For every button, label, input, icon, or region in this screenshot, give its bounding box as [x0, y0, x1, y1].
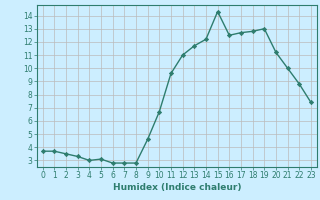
X-axis label: Humidex (Indice chaleur): Humidex (Indice chaleur) [113, 183, 241, 192]
